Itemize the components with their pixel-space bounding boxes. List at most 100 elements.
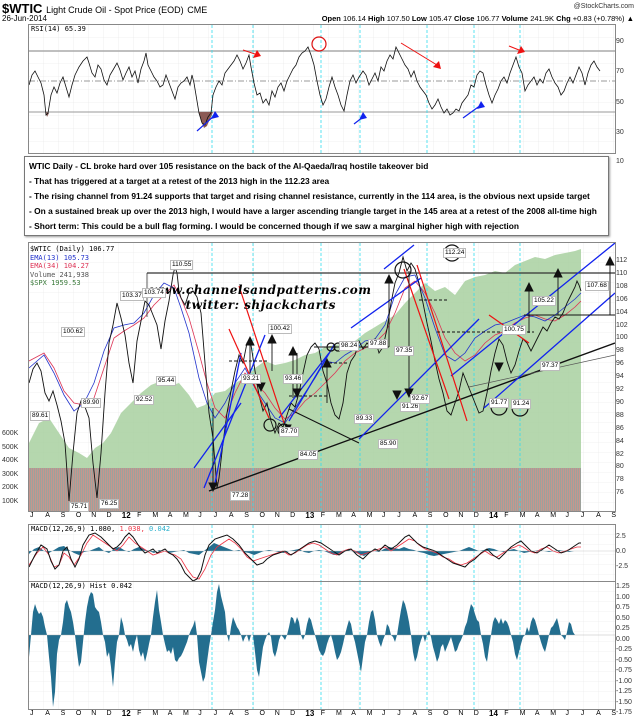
macd-tick: 2.5 — [616, 533, 626, 540]
legend-volume: Volume 241,938 — [30, 270, 90, 279]
x-tick: A — [534, 710, 540, 717]
x-tick: M — [550, 512, 557, 519]
x-tick: 13 — [305, 709, 315, 718]
price-label: 95.44 — [156, 376, 177, 386]
price-label: 112.24 — [443, 248, 467, 258]
price-label: 100.42 — [268, 324, 292, 334]
price-label: 97.35 — [394, 346, 415, 356]
exchange: CME — [187, 5, 208, 15]
price-tick: 82 — [616, 450, 624, 458]
price-tick: 100 — [616, 334, 628, 342]
price-tick: 84 — [616, 437, 624, 445]
open-label: Open — [321, 14, 341, 23]
watermark-twitter: twitter: shjackcharts — [185, 298, 336, 312]
x-tick: A — [228, 512, 234, 519]
legend-main: $WTIC (Daily) 106.77 — [30, 245, 115, 253]
x-tick: J — [198, 512, 202, 519]
price-tick: 98 — [616, 347, 624, 355]
x-tick: A — [596, 512, 601, 519]
price-tick: 80 — [616, 463, 624, 471]
x-tick: O — [259, 710, 265, 717]
x-tick: F — [137, 512, 142, 519]
price-label: 91.24 — [511, 399, 532, 409]
price-tick: 108 — [616, 282, 628, 290]
quote-bar: Open 106.14 High 107.50 Low 105.47 Close… — [322, 14, 634, 23]
rsi-panel: RSI(14) 65.39 — [28, 24, 616, 154]
x-tick: 12 — [121, 511, 131, 520]
price-tick: 92 — [616, 386, 624, 393]
x-tick: A — [351, 512, 356, 519]
macd-signal-value: 1.038, — [119, 525, 145, 533]
high-label: High — [368, 14, 385, 23]
price-label: 92.52 — [134, 395, 155, 405]
x-tick: M — [152, 710, 159, 717]
price-tick: 88 — [616, 411, 624, 419]
price-label: 98.24 — [339, 341, 360, 351]
x-tick: A — [45, 710, 50, 717]
x-tick: A — [412, 710, 418, 717]
x-tick: N — [458, 512, 464, 519]
open-value: 106.14 — [342, 14, 366, 23]
x-tick: O — [75, 512, 82, 519]
macd-hist-panel: MACD(12,26,9) Hist 0.042 — [28, 581, 616, 710]
hist-tick: 1.00 — [616, 593, 630, 601]
legend-ema13: EMA(13) 105.73 — [30, 253, 90, 262]
x-tick: D — [473, 710, 479, 717]
x-tick: S — [244, 512, 249, 519]
hist-tick: -1.00 — [616, 677, 632, 685]
chg-label: Chg — [556, 14, 571, 23]
x-tick: S — [60, 710, 66, 717]
price-legend: $WTIC (Daily) 106.77 EMA(13) 105.73 EMA(… — [30, 245, 114, 288]
price-tick: 102 — [616, 321, 628, 329]
price-tick: 90 — [616, 398, 624, 406]
x-tick: D — [290, 512, 296, 519]
macd-tick: 0.0 — [616, 548, 626, 555]
x-tick: A — [534, 512, 540, 519]
annotation-line: WTIC Daily - CL broke hard over 105 resi… — [29, 161, 429, 171]
annotation-line: - The rising channel from 91.24 supports… — [29, 191, 590, 201]
hist-tick: -1.75 — [616, 709, 632, 716]
x-tick: M — [550, 710, 557, 717]
volume-label: Volume — [501, 14, 529, 23]
macd-hist-chart — [29, 582, 615, 709]
x-tick: A — [167, 710, 173, 717]
x-tick: A — [228, 710, 234, 717]
volume-tick: 600K — [2, 430, 19, 437]
price-label: 103.74 — [142, 288, 166, 298]
price-label: 85.90 — [378, 439, 399, 449]
x-tick: J — [381, 710, 386, 717]
x-tick: O — [75, 710, 82, 717]
x-tick: J — [198, 710, 202, 717]
hist-tick: -0.25 — [616, 646, 632, 653]
x-tick: J — [580, 512, 585, 519]
watermark: www.channelsandpatterns.com twitter: shj… — [150, 283, 371, 313]
price-label: 100.75 — [502, 325, 526, 335]
x-tick: M — [152, 512, 159, 519]
x-tick: A — [167, 512, 173, 519]
x-tick: M — [366, 512, 373, 519]
price-chart — [29, 243, 615, 511]
volume-tick: 500K — [2, 443, 19, 451]
hist-tick: -1.50 — [616, 698, 632, 706]
price-tick: 112 — [616, 257, 628, 264]
x-tick: M — [336, 710, 342, 717]
hist-tick: 0.75 — [616, 604, 630, 611]
close-value: 106.77 — [476, 14, 500, 23]
up-arrow-icon: ▲ — [626, 14, 634, 23]
x-tick: F — [137, 710, 142, 717]
hist-tick: -0.50 — [616, 656, 632, 664]
x-tick: N — [91, 710, 97, 717]
x-tick: S — [611, 710, 617, 717]
macd-panel: MACD(12,26,9) 1.080, 1.038, 0.042 — [28, 524, 616, 582]
high-value: 107.50 — [386, 14, 410, 23]
x-tick: N — [274, 710, 280, 717]
symbol-name: Light Crude Oil - Spot Price (EOD) — [46, 5, 184, 15]
price-tick: 94 — [616, 373, 624, 381]
x-tick: A — [412, 512, 418, 519]
legend-spx: $SPX 1959.53 — [30, 279, 81, 287]
x-tick: F — [504, 710, 509, 717]
watermark-url: www.channelsandpatterns.com — [150, 283, 372, 297]
price-label: 89.61 — [30, 411, 51, 421]
rsi-tick: 90 — [616, 38, 624, 45]
hist-tick: -0.75 — [616, 667, 632, 674]
